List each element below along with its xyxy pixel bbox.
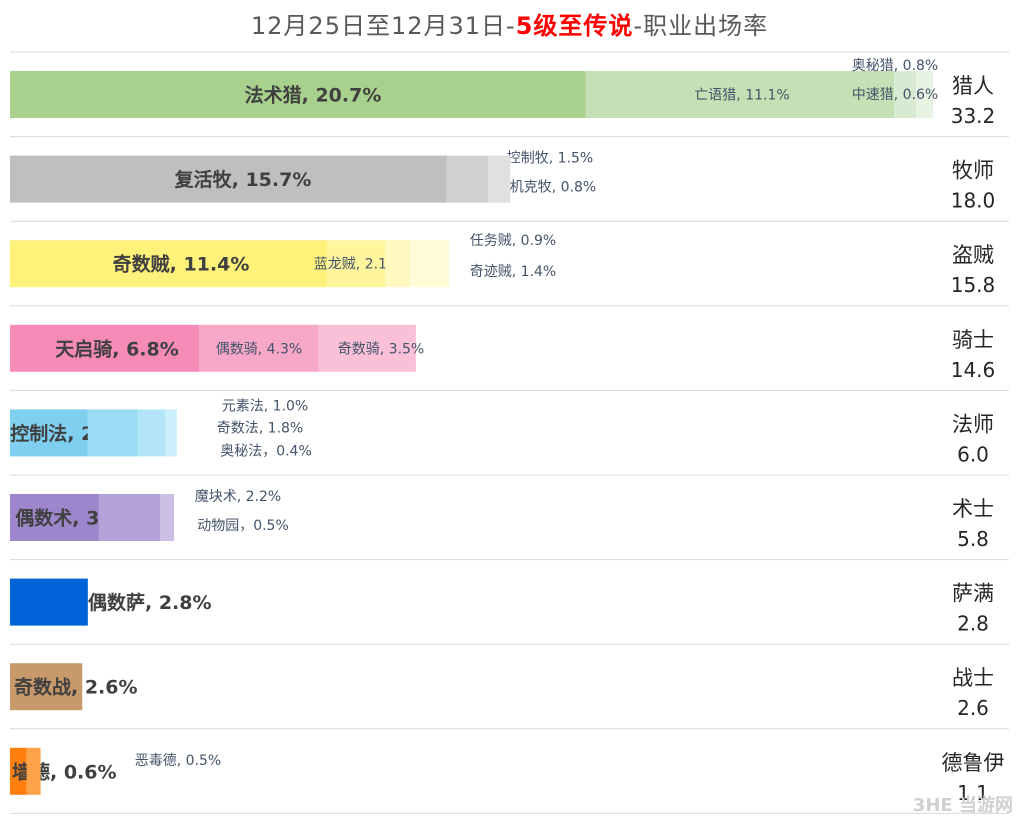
class-total-label: 5.8 (957, 527, 989, 551)
class-total-label: 33.2 (951, 104, 996, 128)
data-label-动物园: 动物园，0.5% (197, 518, 289, 534)
data-label-奇数法: 奇数法, 1.8% (217, 419, 303, 436)
class-total-label: 2.8 (957, 612, 989, 636)
title-highlight: 5级至传说 (515, 12, 634, 40)
data-label-奥秘法: 奥秘法，0.4% (220, 442, 312, 459)
class-total-label: 18.0 (951, 189, 996, 213)
bar-segment-奥秘法 (165, 409, 177, 457)
data-label-奇数战: 奇数战, 2.6% (14, 676, 138, 699)
bar-segment-偶数骑 (199, 324, 319, 372)
watermark-logo: 3HE 当游网 (912, 795, 1013, 816)
bar-segment-奇迹贼 (410, 240, 450, 288)
bar-segment-任务贼 (385, 240, 411, 288)
data-label-奥秘猎: 奥秘猎, 0.8% (852, 57, 938, 74)
data-label-偶数骑: 偶数骑, 4.3% (216, 341, 302, 357)
data-label-奇迹贼: 奇迹贼, 1.4% (470, 263, 556, 280)
data-label-魔块术: 魔块术, 2.2% (195, 489, 281, 505)
bar-segment-魔块术 (98, 494, 161, 541)
class-name-label: 法师 (952, 412, 994, 436)
data-label-任务贼: 任务贼, 0.9% (470, 233, 556, 249)
bar-segment-蓝龙贼 (326, 240, 386, 288)
title-prefix: 12月25日至12月31日- (250, 12, 516, 40)
class-total-label: 14.6 (951, 358, 996, 382)
data-label-天启骑: 天启骑, 6.8% (55, 337, 179, 360)
bar-segment-墙德 (10, 747, 27, 795)
bar-segment-奇数贼 (10, 240, 327, 288)
bar-segment-复活牧 (10, 155, 447, 203)
data-label-控制牧: 控制牧, 1.5% (507, 151, 593, 167)
bar-segment-偶数术 (10, 494, 99, 541)
bar-segment-天启骑 (10, 324, 200, 372)
bar-segment-中速猎 (916, 71, 933, 118)
bar-segment-机克牧 (488, 155, 511, 203)
data-label-机克牧: 机克牧, 0.8% (510, 180, 596, 196)
data-label-元素法: 元素法, 1.0% (222, 398, 308, 414)
data-label-复活牧: 复活牧, 15.7% (174, 168, 312, 191)
class-name-label: 德鲁伊 (942, 751, 1005, 775)
bar-segment-控制法 (10, 409, 88, 457)
bar-segment-控制牧 (446, 155, 489, 203)
class-total-label: 2.6 (957, 696, 989, 720)
data-label-奇数骑: 奇数骑, 3.5% (338, 340, 424, 357)
bar-segment-奥秘猎 (894, 71, 917, 118)
class-name-label: 猎人 (952, 74, 994, 98)
bar-segment-奇数骑 (318, 324, 416, 372)
class-name-label: 萨满 (952, 582, 994, 606)
bar-segment-亡语猎 (585, 71, 895, 118)
bar-segment-动物园 (160, 494, 175, 541)
data-label-奇数贼: 奇数贼, 11.4% (113, 253, 250, 276)
data-label-法术猎: 法术猎, 20.7% (245, 84, 382, 107)
data-label-恶毒德: 恶毒德, 0.5% (135, 753, 221, 769)
class-name-label: 牧师 (952, 159, 994, 183)
bar-segment-奇数法 (87, 409, 138, 457)
bar-segment-奇数战 (10, 663, 83, 711)
class-name-label: 盗贼 (952, 243, 994, 267)
bar-segment-元素法 (137, 409, 166, 457)
data-label-中速猎: 中速猎, 0.6% (852, 87, 938, 103)
bar-segment-恶毒德 (26, 747, 41, 795)
bar-segment-偶数萨 (10, 578, 88, 626)
class-total-label: 15.8 (951, 273, 996, 297)
class-total-label: 1.1 (957, 781, 989, 805)
title-suffix: -职业出场率 (633, 12, 769, 40)
class-total-label: 6.0 (957, 442, 989, 466)
bar-segment-法术猎 (10, 71, 586, 118)
data-label-蓝龙贼: 蓝龙贼, 2.1% (314, 257, 400, 273)
chart-title: 12月25日至12月31日-5级至传说-职业出场率 (0, 6, 1019, 41)
class-name-label: 骑士 (952, 328, 994, 352)
class-name-label: 战士 (952, 666, 994, 690)
data-label-亡语猎: 亡语猎, 11.1% (694, 88, 789, 104)
class-name-label: 术士 (952, 497, 994, 521)
data-label-偶数萨: 偶数萨, 2.8% (88, 591, 212, 614)
